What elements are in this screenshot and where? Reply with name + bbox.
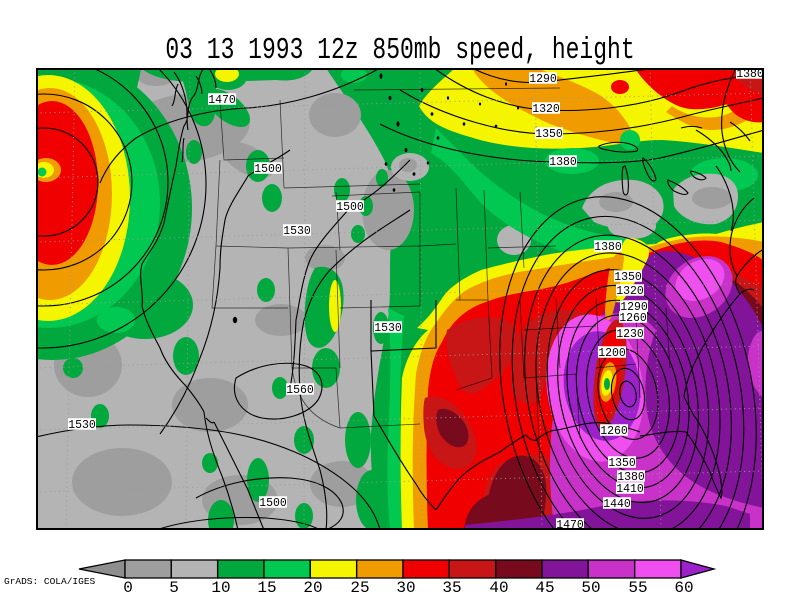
svg-text:1350: 1350	[614, 271, 642, 284]
svg-text:1530: 1530	[374, 322, 402, 335]
svg-text:1350: 1350	[535, 128, 563, 141]
svg-text:50: 50	[581, 579, 600, 597]
svg-text:5: 5	[169, 579, 179, 597]
svg-text:1260: 1260	[619, 312, 647, 325]
svg-text:45: 45	[535, 579, 554, 597]
svg-text:1380: 1380	[736, 68, 764, 81]
svg-text:40: 40	[489, 579, 508, 597]
svg-text:1350: 1350	[608, 457, 636, 470]
svg-text:1470: 1470	[208, 94, 236, 107]
svg-text:1410: 1410	[616, 483, 644, 496]
svg-text:1290: 1290	[529, 73, 557, 86]
svg-text:1230: 1230	[616, 328, 644, 341]
svg-text:0: 0	[123, 579, 133, 597]
svg-text:1320: 1320	[616, 285, 644, 298]
svg-text:1260: 1260	[600, 425, 628, 438]
svg-text:1380: 1380	[549, 156, 577, 169]
svg-text:1500: 1500	[336, 201, 364, 214]
svg-text:60: 60	[674, 579, 693, 597]
svg-text:30: 30	[396, 579, 415, 597]
svg-text:15: 15	[257, 579, 276, 597]
svg-text:1530: 1530	[283, 225, 311, 238]
svg-text:1290: 1290	[620, 301, 648, 314]
svg-text:20: 20	[303, 579, 322, 597]
svg-text:1440: 1440	[603, 498, 631, 511]
svg-text:1500: 1500	[259, 497, 287, 510]
svg-text:25: 25	[350, 579, 369, 597]
svg-text:1380: 1380	[594, 241, 622, 254]
svg-text:1560: 1560	[286, 384, 314, 397]
svg-text:1500: 1500	[254, 163, 282, 176]
svg-text:1380: 1380	[617, 471, 645, 484]
svg-text:1470: 1470	[556, 519, 584, 530]
svg-text:1530: 1530	[68, 419, 96, 432]
svg-text:1320: 1320	[532, 103, 560, 116]
svg-text:55: 55	[628, 579, 647, 597]
svg-text:1200: 1200	[598, 347, 626, 360]
svg-text:35: 35	[442, 579, 461, 597]
svg-text:10: 10	[211, 579, 230, 597]
